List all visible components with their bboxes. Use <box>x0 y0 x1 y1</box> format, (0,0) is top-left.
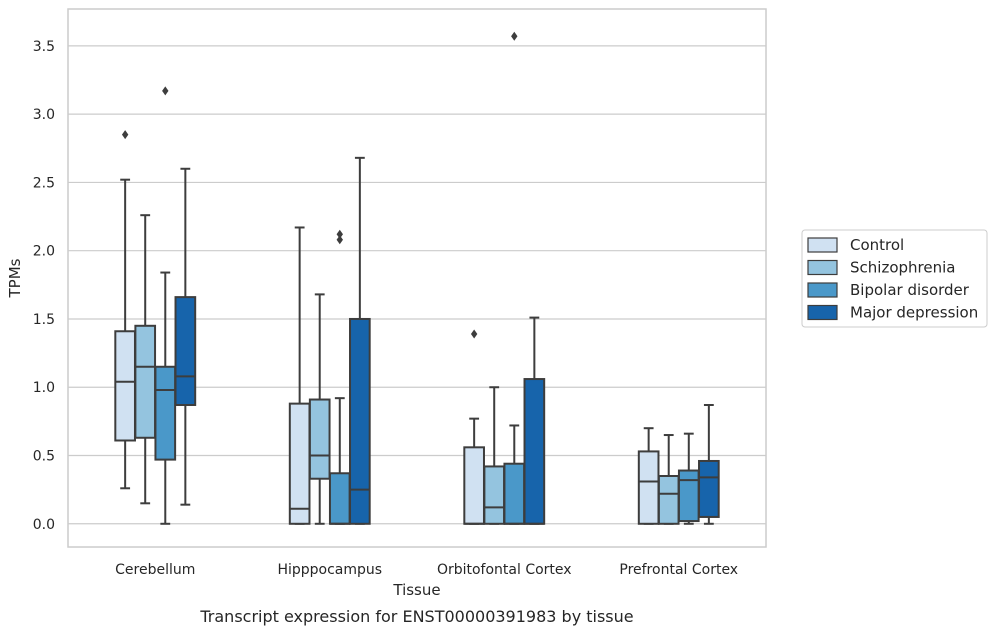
x-tick-labels: Cerebellum Hipppocampus Orbitofontal Corte… <box>115 562 738 578</box>
x-tick-label: Prefrontal Cortex <box>619 562 738 578</box>
y-tick-label: 0.0 <box>33 517 55 533</box>
box-group <box>308 293 331 525</box>
box-group <box>677 432 700 525</box>
boxes <box>114 31 720 525</box>
box <box>698 459 720 518</box>
y-axis-title: TPMs <box>6 258 24 298</box>
chart-caption: Transcript expression for ENST0000039198… <box>199 607 633 626</box>
outlier-point <box>336 235 343 245</box>
box-group <box>114 130 136 490</box>
box <box>288 402 311 525</box>
legend-label: Bipolar disorder <box>850 281 970 299</box>
box-group <box>349 156 371 525</box>
box <box>463 446 485 525</box>
legend-swatch <box>807 304 838 321</box>
box <box>657 474 680 525</box>
y-tick-label: 1.0 <box>33 380 55 396</box>
legend-items: Control Schizophrenia Bipolar disorder Majo… <box>807 236 978 322</box>
box-group <box>154 86 177 525</box>
box-group <box>698 403 720 525</box>
box <box>154 365 177 461</box>
x-axis-title: Tissue <box>392 581 440 599</box>
box <box>174 296 197 406</box>
y-tick-label: 0.5 <box>33 449 55 465</box>
box <box>637 450 660 525</box>
legend: Control Schizophrenia Bipolar disorder Majo… <box>801 229 988 328</box>
box-group <box>174 167 197 506</box>
y-tick-labels: 0.0 0.5 1.0 1.5 2.0 2.5 3.0 3.5 <box>33 39 55 533</box>
box <box>483 465 506 525</box>
y-tick-label: 1.5 <box>33 312 55 328</box>
plot-area <box>67 8 767 548</box>
outlier-point <box>162 86 169 96</box>
box <box>503 462 526 525</box>
outlier-point <box>121 130 129 140</box>
legend-swatch <box>807 282 838 298</box>
legend-label: Control <box>850 236 904 254</box>
y-tick-label: 2.5 <box>33 175 55 191</box>
y-tick-label: 3.0 <box>33 107 55 123</box>
box <box>308 398 331 480</box>
x-tick-label: Orbitofontal Cortex <box>437 562 572 578</box>
box <box>134 324 157 439</box>
box-group <box>523 316 546 525</box>
legend-swatch <box>807 259 838 276</box>
box <box>328 472 351 525</box>
outlier-point <box>336 229 343 239</box>
box <box>523 378 546 525</box>
box <box>349 317 371 525</box>
legend-label: Major depression <box>850 304 978 322</box>
box-group <box>463 329 485 525</box>
outlier-point <box>511 31 518 41</box>
legend-frame <box>801 229 988 328</box>
box-group <box>328 229 351 525</box>
legend-swatch <box>807 237 838 253</box>
box <box>677 469 700 523</box>
y-tick-label: 3.5 <box>33 39 55 55</box>
box <box>114 330 136 442</box>
outlier-point <box>470 329 478 339</box>
x-tick-label: Cerebellum <box>115 562 195 578</box>
x-tick-label: Hipppocampus <box>277 562 382 578</box>
legend-label: Schizophrenia <box>850 259 955 277</box>
y-tick-label: 2.0 <box>33 244 55 260</box>
